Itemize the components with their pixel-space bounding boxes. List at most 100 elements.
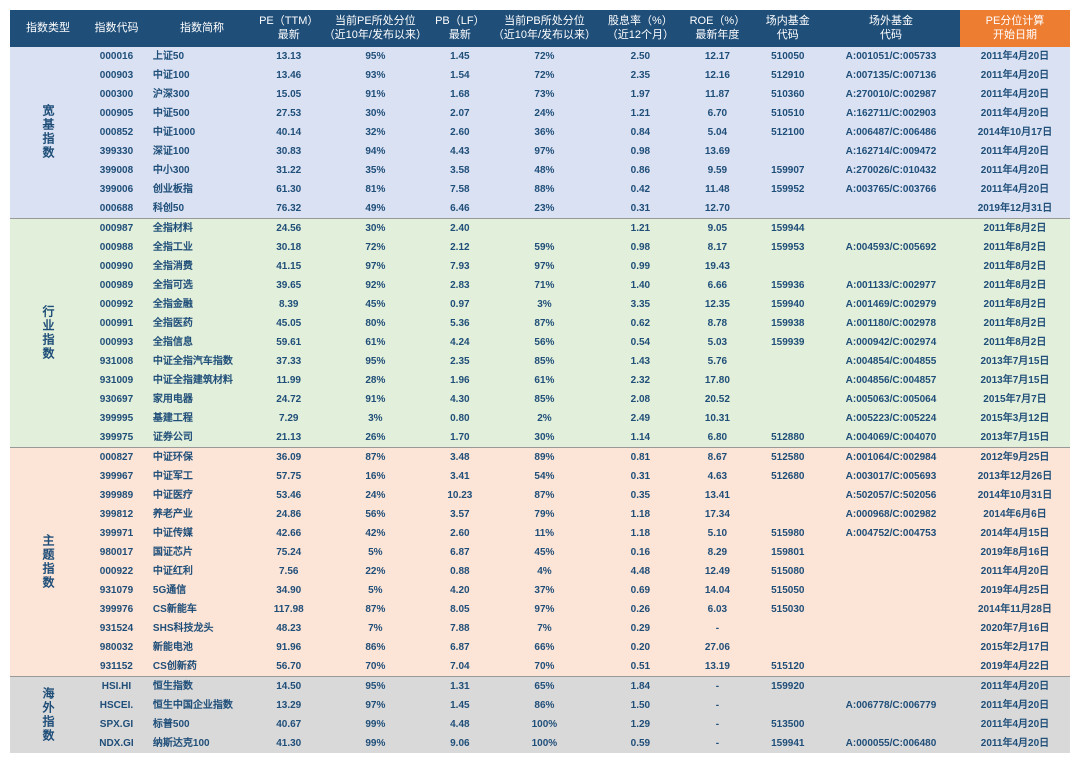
cell: 2.60 [430, 524, 489, 543]
cell: 12.35 [681, 295, 753, 314]
cell: 4.48 [430, 715, 489, 734]
cell: 42.66 [257, 524, 320, 543]
cell: - [681, 734, 753, 753]
cell: 7.93 [430, 257, 489, 276]
cell: 2.50 [599, 47, 681, 66]
cell: 159801 [754, 543, 823, 562]
cell: 80% [320, 314, 430, 333]
cell: A:006778/C:006779 [822, 696, 960, 715]
cell: 7.58 [430, 180, 489, 199]
cell: 36% [489, 123, 599, 142]
cell: 99% [320, 715, 430, 734]
cell [754, 371, 823, 390]
cell: 6.87 [430, 638, 489, 657]
table-row: 000852中证100040.1432%2.6036%0.845.0451210… [10, 123, 1070, 142]
cell: 证券公司 [147, 428, 257, 448]
cell: 19.43 [681, 257, 753, 276]
cell: 2011年4月20日 [960, 696, 1070, 715]
cell: 0.42 [599, 180, 681, 199]
cell: 12.16 [681, 66, 753, 85]
cell: A:001064/C:002984 [822, 447, 960, 467]
cell: 159938 [754, 314, 823, 333]
cell: A:001180/C:002978 [822, 314, 960, 333]
cell: 12.49 [681, 562, 753, 581]
cell: 7.56 [257, 562, 320, 581]
cell: 24% [489, 104, 599, 123]
cell: A:004854/C:004855 [822, 352, 960, 371]
cell [822, 199, 960, 219]
cell: - [681, 696, 753, 715]
cell: 科创50 [147, 199, 257, 219]
cell: 45% [320, 295, 430, 314]
cell: 000990 [86, 257, 147, 276]
cell: 1.96 [430, 371, 489, 390]
cell: 20.52 [681, 390, 753, 409]
cell: 13.19 [681, 657, 753, 677]
cell: 399971 [86, 524, 147, 543]
category-label: 主题指数 [10, 447, 86, 676]
cell: 2014年10月17日 [960, 123, 1070, 142]
cell: 0.81 [599, 447, 681, 467]
cell: 0.51 [599, 657, 681, 677]
cell: 全指信息 [147, 333, 257, 352]
cell: 54% [489, 467, 599, 486]
cell: 0.84 [599, 123, 681, 142]
cell: 13.69 [681, 142, 753, 161]
cell: 980032 [86, 638, 147, 657]
table-row: HSCEI.恒生中国企业指数13.2997%1.4586%1.50-A:0067… [10, 696, 1070, 715]
cell: - [681, 715, 753, 734]
cell: A:003765/C:003766 [822, 180, 960, 199]
col-header-9: 场内基金代码 [754, 10, 823, 47]
table-row: 000990全指消费41.1597%7.9397%0.9919.432011年8… [10, 257, 1070, 276]
cell: 6.46 [430, 199, 489, 219]
cell: 全指医药 [147, 314, 257, 333]
cell: 0.16 [599, 543, 681, 562]
cell: A:270010/C:002987 [822, 85, 960, 104]
cell: 全指材料 [147, 218, 257, 238]
table-row: 399967中证军工57.7516%3.4154%0.314.63512680A… [10, 467, 1070, 486]
table-row: 931524SHS科技龙头48.237%7.887%0.29-2020年7月16… [10, 619, 1070, 638]
cell: 8.17 [681, 238, 753, 257]
cell: 2015年3月12日 [960, 409, 1070, 428]
table-row: 399330深证10030.8394%4.4397%0.9813.69A:162… [10, 142, 1070, 161]
cell [822, 600, 960, 619]
cell: 中证500 [147, 104, 257, 123]
cell: 16% [320, 467, 430, 486]
cell: 4.43 [430, 142, 489, 161]
cell: 6.66 [681, 276, 753, 295]
cell: 2011年4月20日 [960, 734, 1070, 753]
cell: 22% [320, 562, 430, 581]
cell: 70% [489, 657, 599, 677]
category-label: 海外指数 [10, 676, 86, 753]
cell: A:000942/C:002974 [822, 333, 960, 352]
cell: 2011年4月20日 [960, 180, 1070, 199]
cell: 56.70 [257, 657, 320, 677]
cell: 100% [489, 715, 599, 734]
cell: 中证全指建筑材料 [147, 371, 257, 390]
cell: 39.65 [257, 276, 320, 295]
table-row: 399008中小30031.2235%3.5848%0.869.59159907… [10, 161, 1070, 180]
cell: 4.48 [599, 562, 681, 581]
cell [822, 562, 960, 581]
cell: 养老产业 [147, 505, 257, 524]
table-row: 399975证券公司21.1326%1.7030%1.146.80512880A… [10, 428, 1070, 448]
cell [822, 543, 960, 562]
cell: 0.69 [599, 581, 681, 600]
cell: 931079 [86, 581, 147, 600]
cell: 159952 [754, 180, 823, 199]
cell: 45% [489, 543, 599, 562]
table-header-row: 指数类型指数代码指数简称PE（TTM）最新当前PE所处分位（近10年/发布以来）… [10, 10, 1070, 47]
table-row: 931152CS创新药56.7070%7.0470%0.5113.1951512… [10, 657, 1070, 677]
cell: 40.67 [257, 715, 320, 734]
cell: 72% [320, 238, 430, 257]
cell: 2.49 [599, 409, 681, 428]
cell: 13.41 [681, 486, 753, 505]
cell: 家用电器 [147, 390, 257, 409]
cell: 0.35 [599, 486, 681, 505]
cell: 000988 [86, 238, 147, 257]
cell: A:007135/C:007136 [822, 66, 960, 85]
cell: 930697 [86, 390, 147, 409]
cell: CS创新药 [147, 657, 257, 677]
cell: 15.05 [257, 85, 320, 104]
cell: 中证环保 [147, 447, 257, 467]
